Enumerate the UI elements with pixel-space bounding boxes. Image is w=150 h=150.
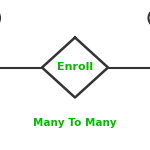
Ellipse shape xyxy=(148,6,150,30)
Polygon shape xyxy=(42,38,108,98)
Text: Enroll: Enroll xyxy=(57,63,93,72)
Text: Many To Many: Many To Many xyxy=(33,118,117,128)
